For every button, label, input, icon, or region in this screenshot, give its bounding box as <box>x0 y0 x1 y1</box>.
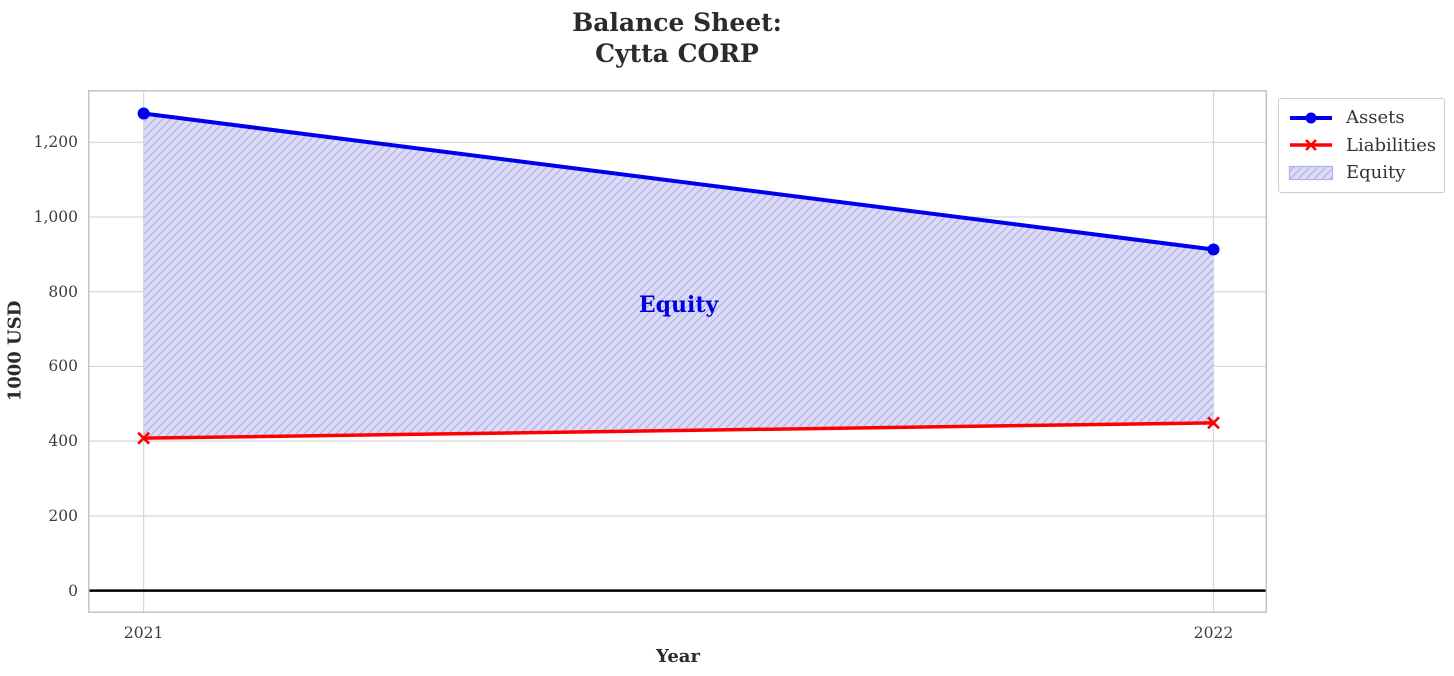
chart-title: Balance Sheet: Cytta CORP <box>0 7 1354 69</box>
legend: Assets Liabilities Equity <box>1278 98 1445 193</box>
legend-item-liabilities: Liabilities <box>1288 133 1437 159</box>
y-tick-label: 600 <box>48 357 78 376</box>
equity-legend-swatch <box>1288 165 1334 180</box>
y-tick-label: 1,000 <box>33 208 78 226</box>
legend-label-assets: Assets <box>1346 107 1405 129</box>
equity-annotation: Equity <box>639 292 720 318</box>
y-tick-label: 800 <box>48 282 78 301</box>
assets-legend-swatch <box>1290 112 1332 124</box>
chart-title-line2: Cytta CORP <box>595 39 759 68</box>
x-tick-label: 2021 <box>123 624 164 642</box>
legend-item-equity: Equity <box>1288 160 1435 186</box>
y-tick-label: 1,200 <box>33 133 78 152</box>
liabilities-marker <box>137 431 151 445</box>
assets-line <box>143 111 1214 252</box>
y-tick-label: 200 <box>48 506 78 525</box>
chart-title-line1: Balance Sheet: <box>572 8 782 37</box>
plot-area: Equity <box>88 90 1267 613</box>
liabilities-line <box>143 421 1214 440</box>
y-tick-label: 400 <box>48 432 78 451</box>
assets-marker <box>1207 243 1220 256</box>
liabilities-marker <box>1207 416 1220 430</box>
assets-marker <box>137 107 150 120</box>
liabilities-legend-swatch <box>1290 139 1332 152</box>
y-tick-label: 0 <box>68 581 78 600</box>
x-axis-label: Year <box>656 646 700 667</box>
legend-label-liabilities: Liabilities <box>1346 134 1437 156</box>
legend-item-assets: Assets <box>1288 105 1435 131</box>
plot-border <box>88 90 1267 613</box>
x-tick-label: 2022 <box>1193 624 1234 642</box>
y-axis-label: 1000 USD <box>4 300 26 402</box>
legend-label-equity: Equity <box>1346 162 1406 184</box>
equity-area <box>143 113 1214 439</box>
